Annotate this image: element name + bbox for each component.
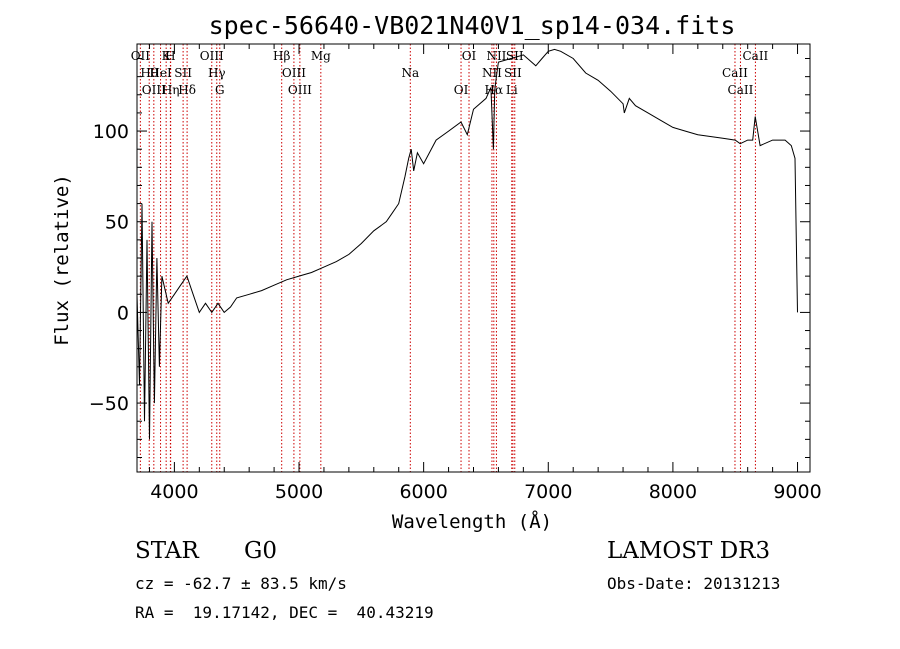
y-tick-label: 0 — [117, 302, 129, 324]
line-label: SII — [504, 66, 522, 80]
line-label: Hδ — [178, 83, 196, 97]
chart-title: spec-56640-VB021N40V1_sp14-034.fits — [209, 11, 736, 40]
redshift-cz: cz = -62.7 ± 83.5 km/s — [135, 574, 347, 593]
line-label: OI — [454, 83, 469, 97]
x-tick-label: 8000 — [649, 481, 697, 503]
spectral-line-labels: OII Hθ OIII K HeI Hη H SII Hδ OIII Hγ G Hβ OIII OIII Mg… — [131, 49, 769, 97]
line-label: Na — [401, 66, 419, 80]
line-label: OI — [462, 49, 477, 63]
line-label: CaII — [722, 66, 748, 80]
line-label: Hγ — [208, 66, 226, 80]
line-label: H — [165, 49, 175, 63]
line-label: Mg — [311, 49, 331, 63]
spectral-line-markers — [139, 44, 756, 472]
survey-name: LAMOST DR3 — [607, 538, 771, 564]
line-label: Li — [506, 83, 518, 97]
line-label: Hβ — [273, 49, 290, 63]
line-label: OIII — [200, 49, 224, 63]
line-label: CaII — [742, 49, 768, 63]
x-tick-label: 6000 — [399, 481, 447, 503]
obs-date: Obs-Date: 20131213 — [607, 574, 781, 593]
line-label: OIII — [282, 66, 306, 80]
axis-ticks: 4000 5000 6000 7000 8000 9000 −50 0 50 100 — [89, 44, 822, 503]
line-label: Hα — [485, 83, 504, 97]
line-label: Hθ — [140, 66, 158, 80]
line-label: OIII — [288, 83, 312, 97]
x-tick-label: 7000 — [524, 481, 572, 503]
x-tick-label: 4000 — [150, 481, 198, 503]
line-label: HeI — [149, 66, 172, 80]
spectrum-series-line — [136, 48, 798, 440]
ra-dec: RA = 19.17142, DEC = 40.43219 — [135, 603, 434, 622]
line-label: K — [162, 49, 172, 63]
line-label: SII — [174, 66, 192, 80]
object-subclass: G0 — [244, 538, 278, 564]
x-tick-label: 9000 — [773, 481, 821, 503]
line-label: NII — [486, 49, 506, 63]
plot-frame — [136, 43, 811, 473]
line-label: OII — [131, 49, 151, 63]
x-axis-label: Wavelength (Å) — [392, 510, 552, 533]
line-label: G — [215, 83, 225, 97]
line-label: Hη — [162, 83, 180, 97]
object-type: STAR — [135, 538, 199, 564]
line-label: CaII — [728, 83, 754, 97]
y-axis-label: Flux (relative) — [51, 174, 73, 346]
y-tick-label: 100 — [93, 121, 129, 143]
y-tick-label: −50 — [89, 393, 129, 415]
x-tick-label: 5000 — [275, 481, 323, 503]
y-tick-label: 50 — [105, 212, 129, 234]
line-label: NII — [482, 66, 502, 80]
line-label: SII — [506, 49, 524, 63]
line-label: OIII — [142, 83, 166, 97]
